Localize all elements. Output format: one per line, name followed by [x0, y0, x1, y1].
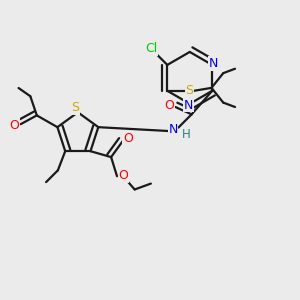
Text: S: S — [71, 101, 80, 114]
Text: Cl: Cl — [145, 42, 157, 55]
Text: N: N — [209, 57, 218, 70]
Text: H: H — [182, 128, 191, 141]
Text: N: N — [184, 99, 193, 112]
Text: N: N — [168, 124, 178, 136]
Text: S: S — [185, 84, 194, 97]
Text: O: O — [9, 118, 19, 132]
Text: O: O — [118, 169, 128, 182]
Text: O: O — [123, 132, 133, 145]
Text: O: O — [164, 99, 174, 112]
